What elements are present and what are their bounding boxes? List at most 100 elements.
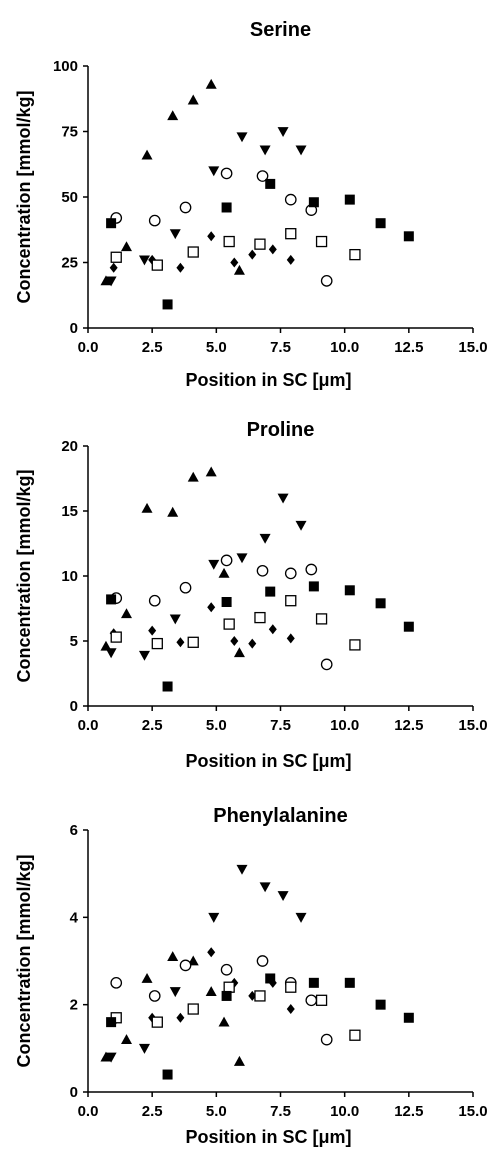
data-point — [110, 631, 122, 643]
data-point — [233, 1055, 245, 1066]
series-square-open — [110, 981, 361, 1041]
data-point — [207, 947, 216, 958]
x-tick-label: 0.0 — [78, 1103, 99, 1120]
data-point — [277, 493, 289, 504]
data-point — [138, 650, 150, 661]
data-point — [205, 78, 217, 89]
x-tick-label: 2.5 — [142, 1103, 163, 1120]
data-point — [254, 990, 266, 1002]
x-tick-label: 10.0 — [330, 1103, 359, 1120]
data-point — [151, 259, 163, 271]
data-point — [315, 235, 328, 248]
data-point — [187, 246, 199, 258]
data-point — [403, 621, 414, 632]
series-square-filled — [106, 178, 414, 310]
y-tick-label: 10 — [61, 568, 78, 585]
data-point — [109, 262, 118, 273]
data-point — [233, 647, 245, 658]
data-point — [284, 567, 297, 580]
data-point — [187, 471, 199, 482]
data-point — [256, 170, 269, 182]
data-point — [208, 559, 220, 570]
x-tick-label: 12.5 — [394, 717, 423, 734]
data-point — [308, 977, 319, 988]
data-point — [106, 1017, 117, 1028]
data-point — [205, 986, 217, 996]
data-point — [248, 638, 257, 649]
data-point — [167, 506, 179, 517]
x-tick-label: 15.0 — [458, 717, 487, 734]
y-tick-label: 20 — [61, 438, 78, 455]
series-square-open — [110, 595, 361, 651]
data-point — [308, 197, 319, 208]
chart-title: Serine — [250, 19, 311, 41]
data-point — [162, 299, 173, 310]
x-axis-label: Position in SC [μm] — [185, 1127, 351, 1147]
data-point — [176, 1012, 185, 1023]
data-point — [236, 553, 248, 564]
data-point — [236, 864, 248, 875]
data-point — [176, 637, 185, 648]
data-point — [220, 554, 233, 567]
series-circle-open — [110, 955, 333, 1046]
data-point — [100, 275, 112, 286]
data-point — [141, 502, 153, 513]
x-tick-label: 7.5 — [270, 717, 291, 734]
x-tick-label: 10.0 — [330, 339, 359, 356]
data-point — [167, 110, 179, 121]
data-point — [110, 976, 123, 989]
data-point — [349, 1029, 361, 1041]
data-point — [151, 637, 163, 650]
data-point — [320, 658, 333, 671]
data-point — [286, 1004, 295, 1015]
data-point — [259, 533, 271, 544]
data-point — [218, 1016, 230, 1027]
x-tick-label: 12.5 — [394, 1103, 423, 1120]
data-point — [151, 1016, 163, 1028]
x-axis-label: Position in SC [μm] — [185, 751, 351, 771]
chart-title: Proline — [247, 419, 315, 441]
series-square-filled — [106, 973, 414, 1080]
data-point — [187, 1003, 199, 1015]
data-point — [162, 1069, 173, 1080]
x-tick-label: 0.0 — [78, 339, 99, 356]
data-point — [148, 990, 161, 1002]
data-point — [349, 639, 361, 651]
data-point — [148, 625, 157, 636]
data-point — [277, 127, 289, 137]
series-diamond — [109, 231, 295, 273]
data-point — [259, 145, 271, 156]
series-square-open — [110, 228, 361, 271]
series-triangle-up — [100, 466, 245, 658]
series-triangle-up — [100, 78, 245, 286]
data-point — [106, 594, 117, 605]
series-triangle-up — [100, 951, 245, 1066]
data-point — [248, 990, 257, 1001]
data-point — [208, 912, 220, 923]
y-tick-label: 6 — [70, 822, 78, 839]
data-point — [320, 1033, 333, 1046]
chart-panel-3: Phenylalanine 0 2 4 6 0.0 2.5 5.0 7.5 10.0 12.5 15.… — [14, 805, 488, 1147]
x-tick-label: 2.5 — [142, 717, 163, 734]
data-point — [344, 585, 355, 596]
data-point — [121, 241, 132, 252]
data-point — [221, 990, 232, 1001]
y-tick-label: 2 — [70, 997, 78, 1014]
chart-panel-1: Serine 0 25 50 75 100 0.0 2.5 5.0 7.5 10.0 12.5 15.0… — [14, 19, 488, 390]
data-point — [265, 178, 276, 189]
data-point — [220, 963, 233, 976]
data-point — [179, 959, 192, 972]
y-tick-label: 5 — [70, 633, 78, 650]
data-point — [223, 235, 235, 248]
data-point — [100, 1051, 112, 1062]
data-point — [187, 636, 199, 648]
y-axis-label: Concentration [mmol/kg] — [14, 854, 34, 1067]
data-point — [259, 882, 271, 893]
data-point — [403, 231, 414, 242]
x-tick-label: 5.0 — [206, 1103, 227, 1120]
y-tick-label: 75 — [61, 124, 78, 141]
series-square-filled — [106, 581, 414, 692]
data-point — [169, 987, 181, 998]
data-point — [110, 251, 122, 263]
